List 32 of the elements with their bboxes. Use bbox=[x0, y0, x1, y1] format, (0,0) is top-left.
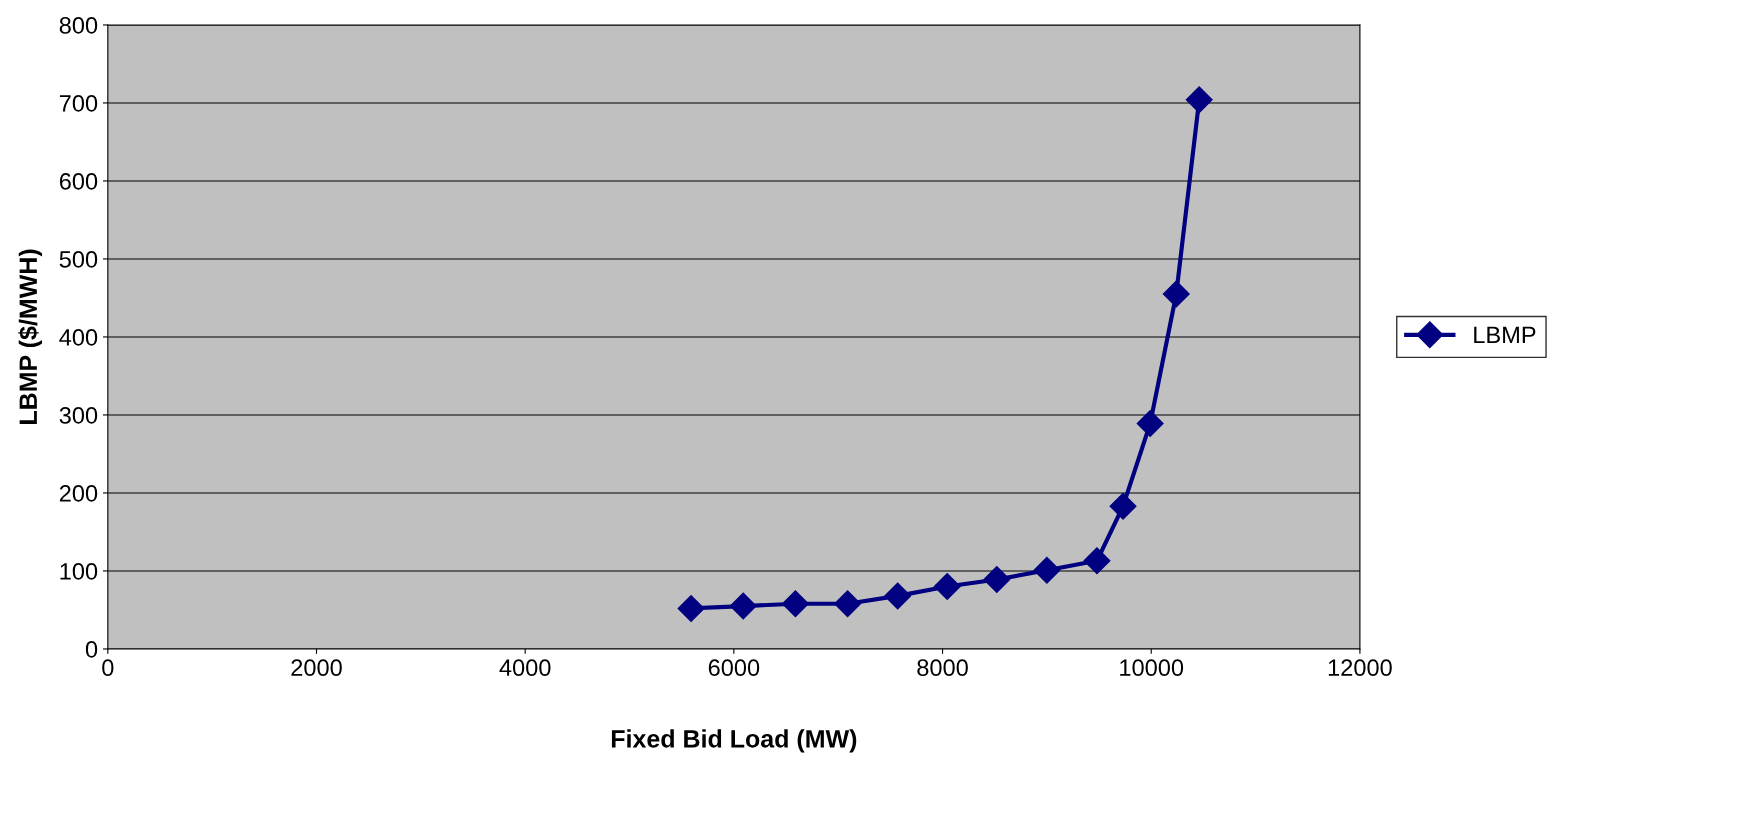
point bbox=[1109, 492, 1137, 520]
point bbox=[834, 590, 862, 618]
x-tick-label: 4000 bbox=[499, 659, 551, 677]
x-axis-title: Fixed Bid Load (MW) bbox=[611, 729, 857, 753]
y-tick-label: 200 bbox=[59, 485, 98, 502]
y-tick-label: 300 bbox=[59, 407, 98, 424]
point bbox=[933, 573, 961, 601]
point bbox=[1033, 556, 1061, 584]
y-tick-label: 600 bbox=[59, 173, 98, 190]
point bbox=[884, 582, 912, 610]
point bbox=[1083, 547, 1111, 575]
x-tick-label: 10000 bbox=[1120, 659, 1184, 677]
y-tick-label: 700 bbox=[59, 95, 98, 112]
y-tick-label: 800 bbox=[59, 17, 98, 34]
point bbox=[1136, 410, 1164, 438]
legend-label: LBMP bbox=[1474, 326, 1536, 344]
point bbox=[983, 566, 1011, 594]
y-tick-label: 500 bbox=[59, 251, 98, 268]
y-tick-label: 100 bbox=[60, 563, 98, 580]
y-tick-label: 400 bbox=[59, 329, 98, 346]
x-tick-label: 6000 bbox=[708, 659, 760, 677]
x-tick-label: 2000 bbox=[291, 659, 342, 677]
x-tick-label: 8000 bbox=[917, 659, 968, 677]
point bbox=[1162, 280, 1190, 308]
point bbox=[729, 592, 757, 620]
x-tick-label: 0 bbox=[102, 659, 114, 677]
x-tick-label: 12000 bbox=[1328, 659, 1392, 677]
y-axis-title: LBMP ($/MWH) bbox=[18, 249, 43, 424]
y-tick-label: 0 bbox=[85, 641, 98, 658]
point bbox=[677, 594, 705, 622]
point bbox=[1185, 86, 1213, 114]
point bbox=[781, 590, 809, 618]
